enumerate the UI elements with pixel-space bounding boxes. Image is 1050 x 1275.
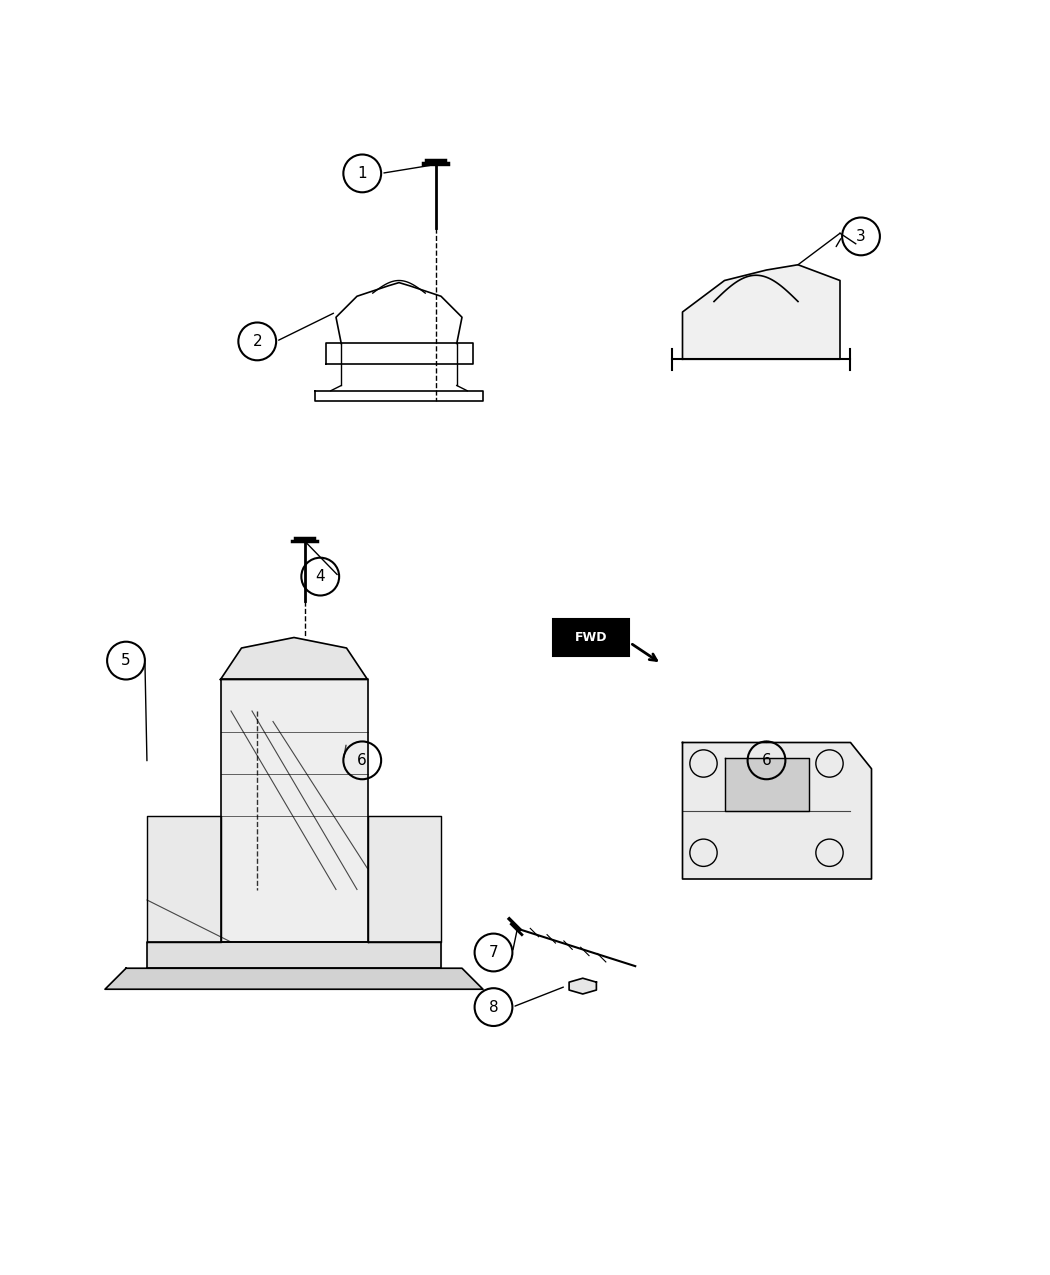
Text: 8: 8 — [488, 1000, 499, 1015]
Polygon shape — [368, 816, 441, 942]
Polygon shape — [147, 816, 220, 942]
Text: 7: 7 — [488, 945, 499, 960]
Text: 6: 6 — [357, 752, 367, 768]
Text: 3: 3 — [856, 230, 866, 244]
Text: 2: 2 — [252, 334, 262, 349]
Polygon shape — [220, 638, 368, 680]
Text: 6: 6 — [761, 752, 772, 768]
Text: 1: 1 — [357, 166, 367, 181]
Polygon shape — [569, 978, 596, 995]
Polygon shape — [682, 742, 872, 878]
Polygon shape — [147, 942, 441, 968]
Polygon shape — [682, 265, 840, 360]
FancyBboxPatch shape — [553, 618, 629, 657]
Text: FWD: FWD — [575, 631, 607, 644]
Text: 5: 5 — [121, 653, 131, 668]
Polygon shape — [105, 968, 483, 989]
Polygon shape — [220, 680, 368, 942]
Polygon shape — [724, 759, 809, 811]
Text: 4: 4 — [315, 569, 326, 584]
